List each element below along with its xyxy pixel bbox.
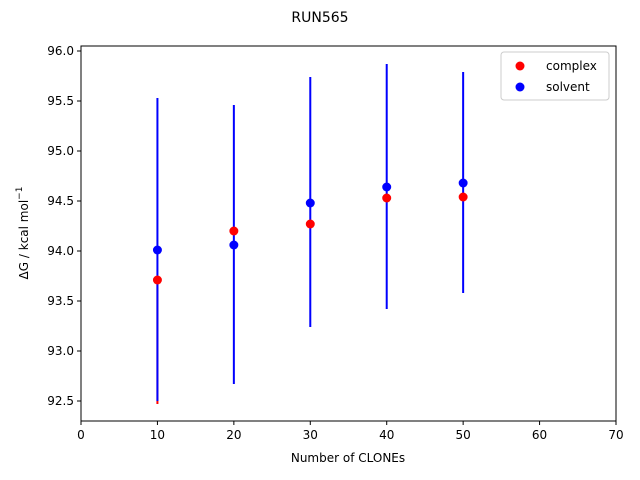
solvent-point bbox=[152, 245, 162, 255]
legend-label-solvent: solvent bbox=[546, 80, 590, 94]
y-axis-label-main: ΔG / kcal mol bbox=[17, 200, 31, 280]
y-tick-label: 95.5 bbox=[47, 94, 74, 108]
y-tick-label: 92.5 bbox=[47, 394, 74, 408]
legend-box bbox=[500, 51, 610, 101]
y-tick-label: 94.5 bbox=[47, 194, 74, 208]
solvent-point bbox=[305, 198, 315, 208]
solvent-point bbox=[382, 182, 392, 192]
x-tick-label: 30 bbox=[303, 428, 318, 442]
complex-point bbox=[382, 193, 392, 203]
y-axis-label: ΔG / kcal mol−1 bbox=[15, 187, 31, 280]
chart-title: RUN565 bbox=[291, 10, 348, 26]
y-tick-label: 96.0 bbox=[47, 44, 74, 58]
x-tick-label: 10 bbox=[150, 428, 165, 442]
x-tick-label: 40 bbox=[379, 428, 394, 442]
y-axis-label-superscript: −1 bbox=[15, 187, 25, 200]
y-tick-label: 93.5 bbox=[47, 294, 74, 308]
complex-point bbox=[305, 219, 315, 229]
y-tick-label: 93.0 bbox=[47, 344, 74, 358]
axes-frame bbox=[80, 45, 617, 422]
complex-point bbox=[458, 192, 468, 202]
complex-point bbox=[152, 275, 162, 285]
solvent-point bbox=[229, 240, 239, 250]
x-tick-label: 60 bbox=[532, 428, 547, 442]
complex-point bbox=[229, 226, 239, 236]
solvent-point bbox=[458, 178, 468, 188]
y-tick-label: 94.0 bbox=[47, 244, 74, 258]
legend: complex solvent bbox=[500, 51, 610, 101]
legend-label-complex: complex bbox=[546, 59, 597, 73]
x-tick-label: 50 bbox=[456, 428, 471, 442]
x-tick-label: 20 bbox=[226, 428, 241, 442]
x-axis-label: Number of CLONEs bbox=[291, 451, 405, 465]
plot-area: 0 10 20 30 40 50 60 70 92.5 93.0 93.5 94.0 94.5 95.0 9… bbox=[47, 44, 623, 442]
x-tick-label: 0 bbox=[77, 428, 85, 442]
y-tick-label: 95.0 bbox=[47, 144, 74, 158]
x-tick-label: 70 bbox=[608, 428, 623, 442]
legend-marker-complex bbox=[515, 61, 525, 71]
legend-marker-solvent bbox=[515, 82, 525, 92]
